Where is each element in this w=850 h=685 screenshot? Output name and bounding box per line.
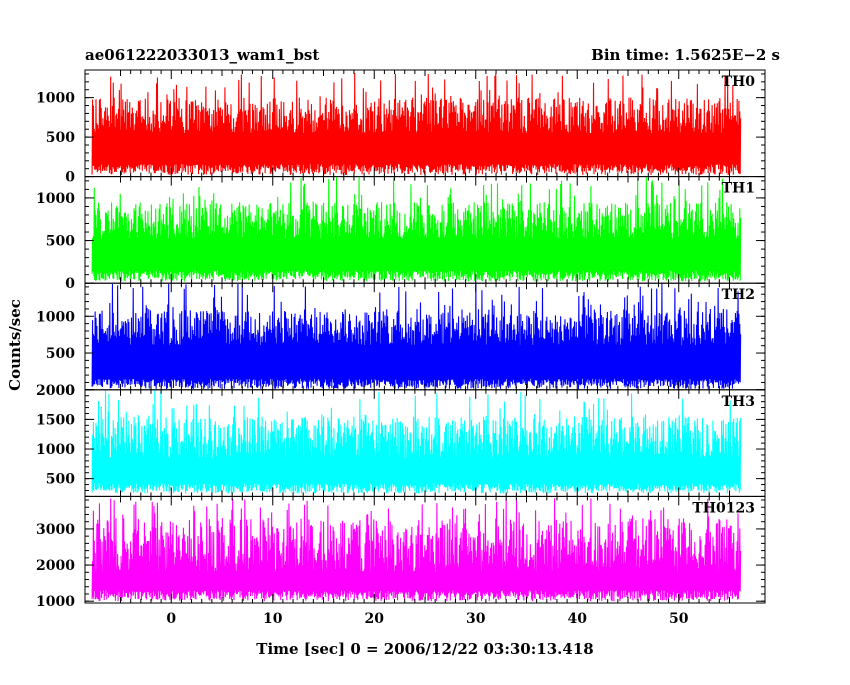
y-tick-label: 1500 [36, 412, 75, 428]
y-tick-label: 1000 [36, 309, 75, 325]
chart-title: ae061222033013_wam1_bst [85, 46, 319, 64]
x-tick-label: 30 [466, 611, 486, 627]
y-tick-label: 1000 [36, 91, 75, 107]
y-axis-title: Counts/sec [6, 299, 24, 391]
panel-label: TH2 [722, 287, 755, 303]
panel-label: TH1 [722, 181, 755, 197]
x-tick-label: 20 [365, 611, 385, 627]
series-th0 [91, 72, 742, 176]
y-tick-label: 1000 [36, 191, 75, 207]
series-th2 [91, 283, 742, 390]
x-tick-label: 10 [263, 611, 283, 627]
panel-label: TH0123 [692, 500, 755, 516]
series-th3 [91, 390, 742, 494]
y-tick-label: 1000 [36, 594, 75, 610]
y-tick-label: 1000 [36, 442, 75, 458]
x-tick-label: 40 [567, 611, 587, 627]
y-tick-label: 500 [46, 346, 75, 362]
panel-th1: TH1 0 500 1000 [36, 176, 766, 292]
panel-th0: TH0 0 500 1000 [36, 69, 766, 186]
y-tick-label: 3000 [36, 522, 75, 538]
y-tick-label: 2000 [36, 383, 75, 399]
y-tick-label: 0 [65, 170, 75, 186]
chart-subtitle: Bin time: 1.5625E−2 s [591, 46, 780, 64]
y-tick-label: 500 [46, 472, 75, 488]
panel-th2: TH2 0 500 1000 [36, 282, 766, 399]
panel-th3: TH3 500 1000 1500 2000 [36, 383, 766, 497]
panel-label: TH0 [722, 74, 756, 90]
series-th1 [91, 176, 742, 282]
y-tick-label: 500 [46, 130, 75, 146]
x-tick-label: 0 [166, 611, 176, 627]
panel-th0123: TH0123 1000 2000 3000 [36, 495, 766, 610]
x-tick-label: 50 [669, 611, 689, 627]
y-tick-label: 0 [65, 276, 75, 292]
y-tick-label: 500 [46, 234, 75, 250]
panel-label: TH3 [722, 394, 755, 410]
series-th0123 [91, 498, 742, 602]
x-axis-title: Time [sec] 0 = 2006/12/22 03:30:13.418 [256, 640, 593, 658]
y-tick-label: 0 [65, 383, 75, 399]
y-tick-label: 2000 [36, 558, 75, 574]
